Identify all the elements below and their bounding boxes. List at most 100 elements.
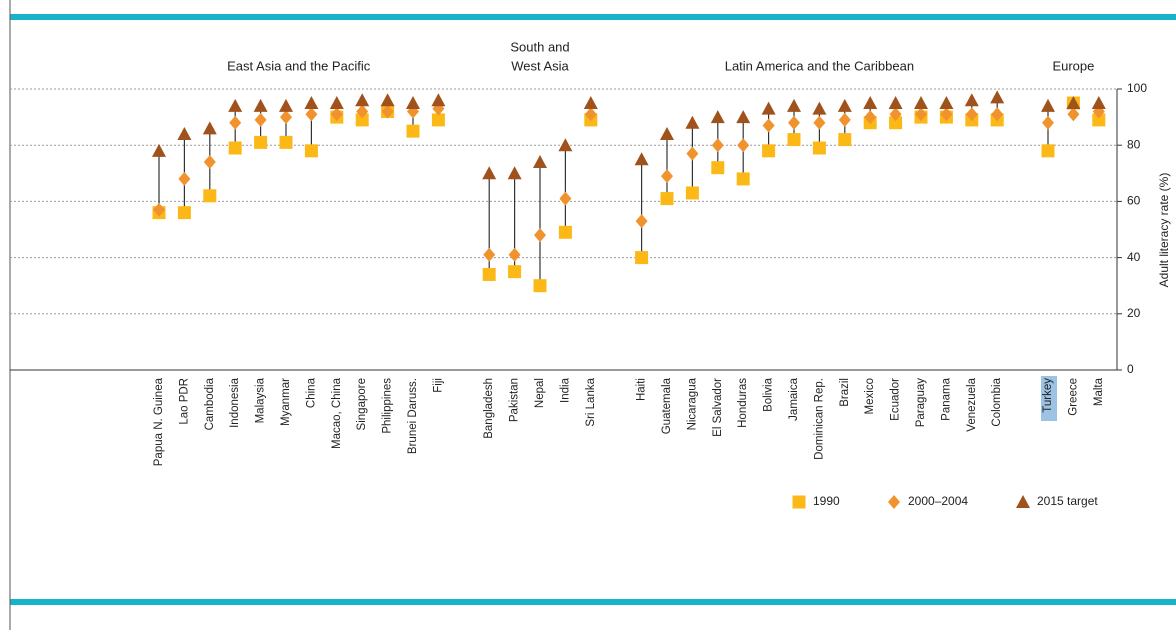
x-tick-label: Bolivia — [763, 377, 775, 411]
x-tick-label: Haiti — [636, 378, 648, 401]
triangle-marker — [583, 96, 598, 110]
triangle-marker — [228, 98, 243, 112]
x-tick-label: Guatemala — [661, 377, 673, 434]
diamond-marker — [788, 115, 800, 130]
y-tick-label: 100 — [1127, 81, 1147, 95]
x-tick-label: China — [305, 377, 317, 408]
x-tick-label: Dominican Rep. — [813, 378, 825, 460]
triangle-marker — [710, 110, 725, 124]
x-tick-label: Colombia — [991, 377, 1003, 426]
diamond-marker — [508, 247, 521, 262]
diamond-marker — [534, 228, 546, 243]
square-marker — [177, 206, 191, 220]
y-tick-label: 80 — [1127, 137, 1141, 151]
triangle-marker — [558, 138, 573, 152]
x-tick-label: Bangladesh — [483, 378, 495, 439]
legend-label: 1990 — [813, 494, 840, 508]
diamond-marker — [965, 107, 978, 122]
triangle-marker — [380, 93, 395, 107]
group-label: West Asia — [511, 58, 569, 73]
triangle-marker — [761, 101, 776, 115]
square-marker — [228, 141, 242, 155]
x-tick-label: Cambodia — [204, 377, 216, 430]
x-tick-label: Lao PDR — [178, 378, 190, 425]
x-tick-label: Sri Lanka — [585, 377, 597, 426]
diamond-marker — [356, 104, 369, 119]
x-tick-label: Philippines — [382, 378, 394, 434]
triangle-marker — [406, 96, 420, 110]
diamond-marker — [483, 247, 496, 262]
triangle-marker — [888, 96, 903, 110]
triangle-marker — [482, 166, 497, 180]
x-tick-label: Venezuela — [966, 377, 978, 431]
x-tick-label: Malaysia — [255, 377, 267, 423]
triangle-marker — [152, 143, 166, 157]
x-tick-label: Brazil — [839, 378, 851, 407]
diamond-marker — [991, 107, 1004, 122]
square-marker — [203, 189, 217, 203]
x-tick-label: Greece — [1067, 378, 1079, 416]
group-label: Latin America and the Caribbean — [725, 58, 914, 73]
x-tick-label: El Salvador — [712, 378, 724, 437]
x-tick-label: Honduras — [737, 378, 749, 428]
square-marker — [711, 161, 725, 175]
x-tick-label: Indonesia — [229, 377, 241, 427]
group-label: Europe — [1052, 58, 1094, 73]
square-marker — [304, 144, 318, 158]
square-marker — [635, 251, 649, 265]
legend-marker — [888, 495, 900, 509]
top-rule — [10, 14, 1176, 20]
diamond-marker — [559, 191, 572, 206]
triangle-marker — [279, 98, 293, 112]
triangle-marker — [685, 115, 700, 129]
triangle-marker — [939, 96, 954, 110]
legend-label: 2000–2004 — [908, 494, 968, 508]
diamond-marker — [229, 115, 242, 130]
x-tick-label: Pakistan — [509, 378, 521, 422]
x-tick-label: Malta — [1093, 377, 1105, 406]
square-marker — [355, 113, 369, 127]
diamond-marker — [1067, 107, 1080, 122]
diamond-marker — [381, 104, 394, 119]
diamond-marker — [889, 107, 902, 122]
triangle-marker — [507, 166, 522, 180]
legend-marker — [1016, 495, 1030, 508]
y-axis-label: Adult literacy rate (%) — [1157, 173, 1171, 288]
square-marker — [431, 113, 445, 127]
x-tick-label: Nicaragua — [686, 377, 698, 430]
square-marker — [406, 124, 420, 138]
diamond-marker — [305, 107, 318, 122]
diamond-marker — [915, 107, 927, 122]
y-tick-label: 20 — [1127, 306, 1141, 320]
x-tick-label: Brunei Daruss. — [407, 378, 419, 454]
square-marker — [558, 225, 572, 239]
diamond-marker — [737, 138, 750, 153]
square-marker — [812, 141, 826, 155]
triangle-marker — [533, 155, 547, 169]
x-tick-label: Jamaica — [788, 377, 800, 420]
x-tick-label: Nepal — [534, 378, 546, 408]
triangle-marker — [990, 90, 1005, 104]
square-marker — [736, 172, 750, 186]
square-marker — [787, 133, 801, 147]
diamond-marker — [940, 107, 953, 122]
square-marker — [279, 135, 293, 149]
triangle-marker — [1091, 96, 1106, 110]
diamond-marker — [686, 146, 699, 161]
triangle-marker — [202, 121, 217, 135]
legend-marker — [792, 495, 806, 509]
y-tick-label: 40 — [1127, 250, 1141, 264]
x-tick-label: Ecuador — [890, 378, 902, 421]
square-marker — [254, 135, 268, 149]
square-marker — [762, 144, 776, 158]
x-tick-label: Myanmar — [280, 378, 292, 426]
triangle-marker — [355, 93, 370, 107]
diamond-marker — [178, 171, 191, 186]
square-marker — [482, 267, 496, 281]
triangle-marker — [660, 126, 674, 140]
x-tick-label: Singapore — [356, 378, 368, 430]
square-marker — [889, 116, 903, 130]
legend-label: 2015 target — [1037, 494, 1098, 508]
triangle-marker — [736, 110, 751, 124]
